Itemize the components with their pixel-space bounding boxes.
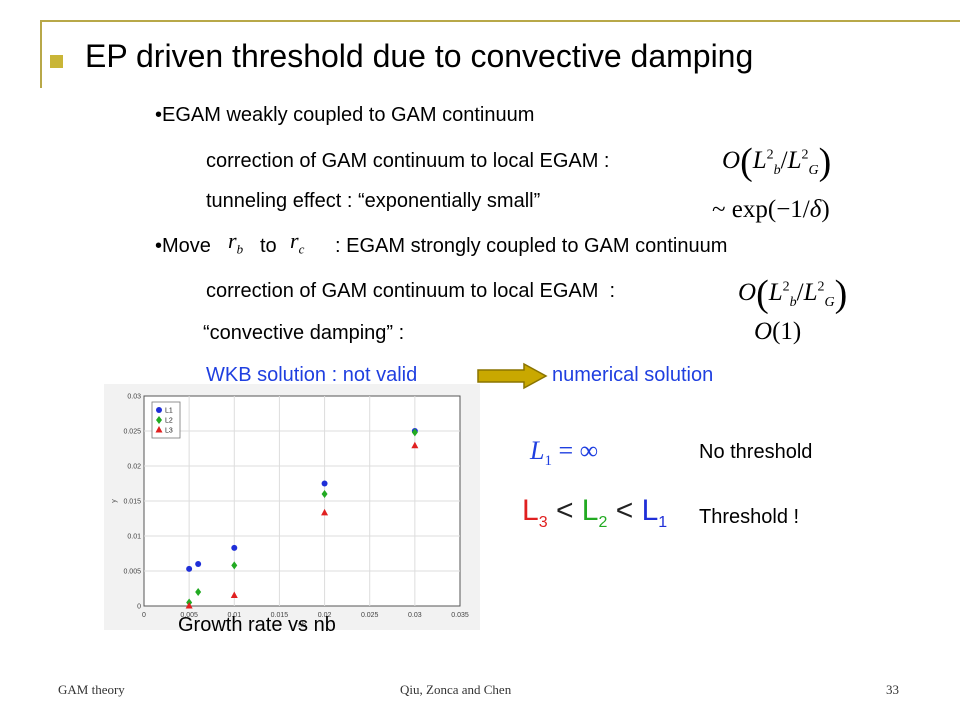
x-tick-label: 0.01 xyxy=(227,612,241,619)
y-tick-label: 0 xyxy=(137,604,141,611)
y-tick-label: 0.02 xyxy=(127,464,141,471)
bullet-weakly-coupled: •EGAM weakly coupled to GAM continuum xyxy=(155,104,535,126)
r-c-symbol: rc xyxy=(290,228,305,257)
data-point-l1 xyxy=(186,565,193,572)
legend-label-l2: L2 xyxy=(165,418,173,425)
y-tick-label: 0.005 xyxy=(123,569,141,576)
y-axis-label: y xyxy=(111,499,118,503)
data-point-l2 xyxy=(195,588,202,596)
page-number: 33 xyxy=(886,682,899,697)
x-tick-label: 0 xyxy=(142,612,146,619)
x-tick-label: 0.005 xyxy=(180,612,198,619)
correction-line-2: correction of GAM continuum to local EGA… xyxy=(206,280,616,302)
slide-title: EP driven threshold due to convective da… xyxy=(85,38,754,74)
formula-order-one: O(1) xyxy=(754,318,802,345)
growth-rate-plot: 0 0.005 0.01 0.015 0.02 0.025 0.03 0.035 0 0.005 0… xyxy=(104,384,480,630)
data-point-l3 xyxy=(230,591,238,598)
bullet-move-to: to xyxy=(260,235,277,257)
data-point-l3 xyxy=(321,508,329,516)
r-b-symbol: rb xyxy=(228,228,244,257)
legend-marker-l2 xyxy=(156,416,162,424)
data-point-l3 xyxy=(411,441,419,449)
x-axis-label: nb xyxy=(298,622,306,629)
data-point-l1 xyxy=(231,544,238,551)
title-bullet xyxy=(50,55,63,68)
footer-left: GAM theory xyxy=(58,682,125,697)
numerical-solution: numerical solution xyxy=(552,364,714,386)
formula-exp-small: ~ exp(−1/δ) xyxy=(712,196,830,223)
data-point-l1 xyxy=(195,561,202,567)
x-tick-label: 0.015 xyxy=(271,612,289,619)
no-threshold-label: No threshold xyxy=(699,441,813,463)
threshold-label: Threshold ! xyxy=(699,506,800,528)
formula-order-lb-lg-1: O(L2b/L2G) xyxy=(722,141,832,183)
left-rule xyxy=(40,20,42,88)
y-tick-label: 0.025 xyxy=(123,429,141,436)
y-tick-label: 0.015 xyxy=(123,499,141,506)
x-tick-label: 0.025 xyxy=(361,612,379,619)
data-point-l2 xyxy=(411,428,418,437)
relation-l3-l2-l1: L3 < L2 < L1 xyxy=(522,494,668,531)
wkb-not-valid: WKB solution : not valid xyxy=(206,364,418,386)
legend-label-l1: L1 xyxy=(165,408,173,415)
x-tick-label: 0.03 xyxy=(408,612,422,619)
y-tick-label: 0.01 xyxy=(127,534,141,541)
footer-center: Qiu, Zonca and Chen xyxy=(400,682,512,697)
x-tick-label: 0.02 xyxy=(318,612,332,619)
bullet-move-start: •Move xyxy=(155,235,211,257)
tunneling-line: tunneling effect : “exponentially small” xyxy=(206,190,541,212)
legend-marker-l1 xyxy=(156,407,162,413)
data-point-l2 xyxy=(321,490,328,498)
plot-caption: Growth rate vs nb xyxy=(178,614,336,636)
legend-marker-l3 xyxy=(155,426,163,433)
legend-label-l3: L3 xyxy=(165,428,173,435)
correction-line-1: correction of GAM continuum to local EGA… xyxy=(206,150,610,172)
y-tick-label: 0.03 xyxy=(127,394,141,401)
bullet-strongly-coupled: : EGAM strongly coupled to GAM continuum xyxy=(335,235,728,257)
data-point-l2 xyxy=(231,561,238,570)
arrow-right-icon xyxy=(477,362,548,390)
convective-damping-line: “convective damping” : xyxy=(203,322,405,344)
data-point-l3 xyxy=(185,602,193,609)
relation-l1-infinity: L1 = ∞ xyxy=(530,436,599,470)
growth-rate-chart: 0 0.005 0.01 0.015 0.02 0.025 0.03 0.035 0 0.005 0… xyxy=(111,394,469,630)
x-tick-label: 0.035 xyxy=(451,612,469,619)
top-rule xyxy=(40,20,960,22)
data-point-l1 xyxy=(321,480,328,487)
formula-order-lb-lg-2: O(L2b/L2G) xyxy=(738,273,848,315)
